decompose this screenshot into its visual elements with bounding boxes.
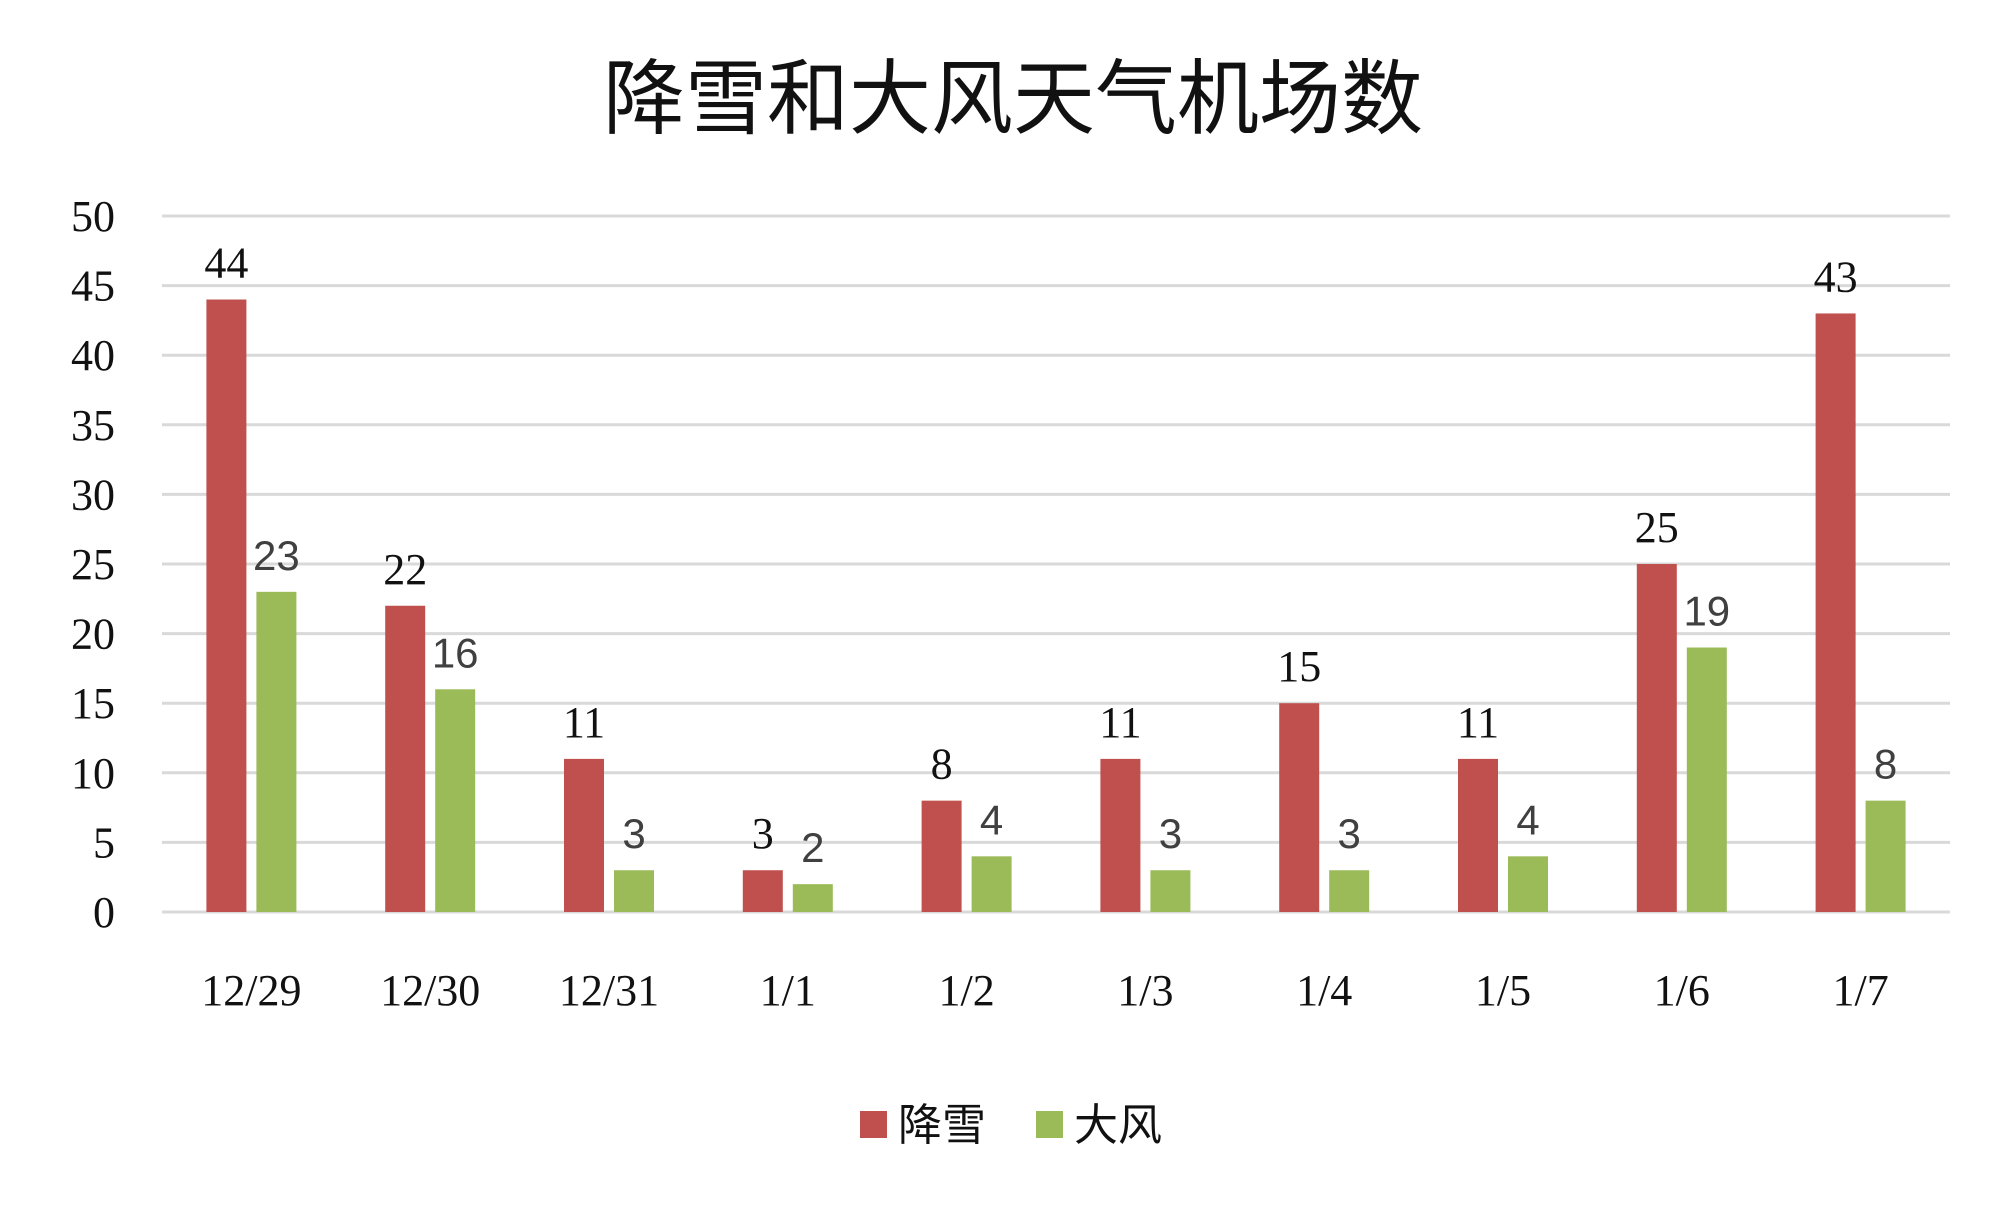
y-tick-label: 0: [93, 888, 115, 937]
y-tick-label: 45: [71, 262, 115, 311]
x-tick-label: 1/6: [1654, 966, 1710, 1015]
bar-wind: [792, 884, 833, 912]
legend-label-snow: 降雪: [898, 1100, 986, 1151]
gridlines: [162, 214, 1950, 914]
data-label-snow: 43: [1814, 252, 1858, 301]
bar-wind: [1686, 647, 1727, 912]
legend-swatch-wind: [1036, 1111, 1063, 1138]
y-tick-label: 10: [71, 749, 115, 798]
data-label-wind: 3: [1159, 810, 1182, 857]
data-label-wind: 4: [980, 796, 1003, 843]
legend-label-wind: 大风: [1074, 1100, 1162, 1151]
data-label-snow: 25: [1635, 503, 1679, 552]
data-label-wind: 3: [622, 810, 645, 857]
x-tick-label: 12/30: [380, 966, 480, 1015]
bar-snow: [385, 605, 426, 912]
x-tick-label: 1/7: [1832, 966, 1888, 1015]
bar-wind: [1329, 870, 1370, 912]
x-axis-ticks: 12/29 12/30 12/31 1/1 1/2 1/3 1/4 1/5 1/6 1/7: [201, 966, 1888, 1015]
y-tick-label: 40: [71, 331, 115, 380]
bar-wind: [1865, 800, 1906, 912]
data-label-wind: 16: [432, 629, 479, 676]
data-label-wind: 8: [1874, 741, 1897, 788]
chart-title: 降雪和大风天气机场数: [603, 52, 1423, 147]
y-tick-label: 15: [71, 679, 115, 728]
x-tick-label: 1/3: [1117, 966, 1173, 1015]
data-label-snow: 8: [931, 740, 953, 789]
x-tick-label: 1/1: [760, 966, 816, 1015]
data-label-wind: 19: [1683, 588, 1730, 635]
bar-snow: [1458, 758, 1498, 912]
y-tick-label: 50: [71, 192, 115, 241]
bar-wind: [614, 870, 654, 912]
bar-wind: [435, 689, 476, 912]
data-label-snow: 44: [204, 239, 248, 288]
bar-snow: [1100, 758, 1141, 912]
bar-wind: [1508, 856, 1548, 912]
data-label-wind: 3: [1338, 810, 1361, 857]
bar-snow: [921, 800, 962, 912]
bar-snow: [742, 870, 783, 912]
y-tick-label: 30: [71, 470, 115, 519]
data-label-snow: 15: [1277, 642, 1321, 691]
legend: 降雪 大风: [860, 1100, 1162, 1151]
bar-snow: [206, 299, 247, 912]
x-tick-label: 12/31: [559, 966, 659, 1015]
y-tick-label: 20: [71, 610, 115, 659]
legend-swatch-snow: [860, 1111, 887, 1138]
bars: [206, 299, 1906, 912]
bar-wind: [256, 591, 297, 912]
x-tick-label: 1/4: [1296, 966, 1352, 1015]
y-tick-label: 5: [93, 818, 115, 867]
bar-wind: [971, 856, 1012, 912]
data-label-wind: 4: [1516, 796, 1539, 843]
bar-snow: [1815, 313, 1856, 912]
data-label-snow: 11: [563, 698, 605, 747]
bar-snow: [1279, 703, 1320, 912]
data-label-wind: 23: [253, 532, 300, 579]
bar-snow: [1636, 564, 1677, 912]
x-tick-label: 1/5: [1475, 966, 1531, 1015]
y-tick-label: 25: [71, 540, 115, 589]
data-label-wind: 2: [801, 824, 824, 871]
bar-wind: [1150, 870, 1191, 912]
data-label-snow: 3: [752, 809, 774, 858]
data-label-snow: 11: [1457, 698, 1499, 747]
bar-snow: [564, 758, 604, 912]
data-label-snow: 22: [383, 545, 427, 594]
x-tick-label: 12/29: [201, 966, 301, 1015]
y-tick-label: 35: [71, 401, 115, 450]
x-tick-label: 1/2: [938, 966, 994, 1015]
y-axis-ticks: 0 5 10 15 20 25 30 35 40 45 50: [71, 192, 115, 937]
data-label-snow: 11: [1099, 698, 1141, 747]
